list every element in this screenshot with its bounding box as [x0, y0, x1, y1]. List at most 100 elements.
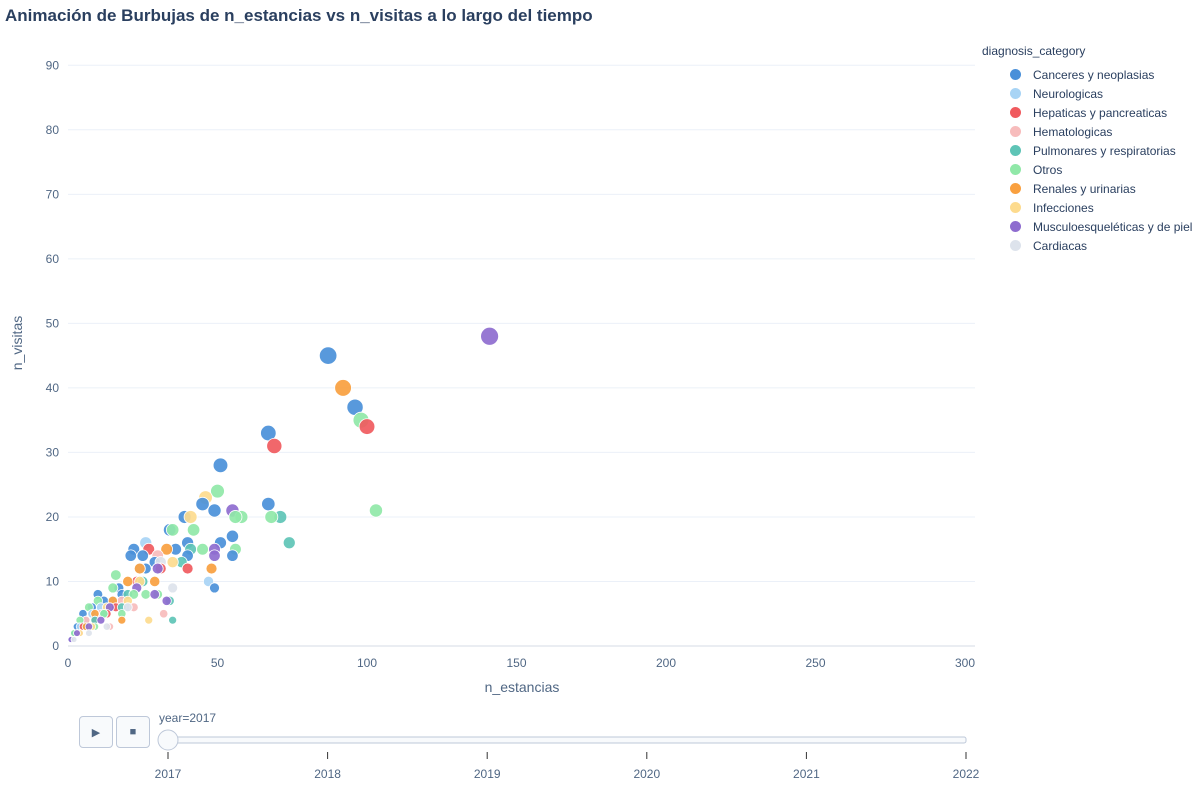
bubble-point[interactable] — [168, 615, 178, 625]
y-tick-label: 70 — [46, 187, 60, 201]
legend-item[interactable]: Hepaticas y pancreaticas — [982, 103, 1192, 122]
bubble-point[interactable] — [195, 496, 210, 512]
stop-button[interactable]: ■ — [116, 716, 150, 748]
legend-swatch — [1010, 164, 1021, 175]
bubble-point[interactable] — [102, 622, 112, 631]
x-tick-label: 250 — [805, 656, 825, 670]
slider-current-label: year=2017 — [159, 711, 216, 725]
legend: diagnosis_category Canceres y neoplasias… — [982, 44, 1192, 255]
bubble-point[interactable] — [334, 379, 352, 397]
bubble-point[interactable] — [165, 523, 180, 537]
bubble-point[interactable] — [368, 503, 383, 518]
bubble-point[interactable] — [73, 629, 81, 637]
bubble-point[interactable] — [107, 582, 119, 594]
x-tick-label: 0 — [65, 656, 72, 670]
bubble-point[interactable] — [122, 575, 134, 588]
slider-handle[interactable] — [157, 729, 179, 751]
bubble-point[interactable] — [186, 523, 201, 537]
bubble-point[interactable] — [183, 510, 198, 524]
legend-item[interactable]: Renales y urinarias — [982, 179, 1192, 198]
bubble-point[interactable] — [264, 510, 279, 524]
bubble-point[interactable] — [167, 582, 179, 594]
bubble-point[interactable] — [181, 562, 194, 575]
legend-label: Neurologicas — [1033, 86, 1104, 101]
legend-label: Musculoesqueléticas y de piel — [1033, 219, 1193, 234]
bubble-point[interactable] — [110, 569, 122, 581]
legend-item[interactable]: Canceres y neoplasias — [982, 65, 1192, 84]
legend-item[interactable]: Hematologicas — [982, 122, 1192, 141]
legend-item[interactable]: Infecciones — [982, 198, 1192, 217]
bubble-point[interactable] — [358, 418, 376, 435]
bubble-point[interactable] — [205, 562, 218, 575]
bubble-point[interactable] — [212, 457, 229, 474]
bubble-point[interactable] — [70, 636, 78, 643]
legend-swatch — [1010, 88, 1021, 99]
slider-rail[interactable] — [167, 736, 967, 744]
bubble-point[interactable] — [136, 549, 149, 562]
play-button[interactable]: ▶ — [79, 716, 113, 748]
y-tick-label: 40 — [46, 381, 60, 395]
bubble-point[interactable] — [208, 549, 221, 562]
bubble-point[interactable] — [161, 595, 172, 606]
bubble-point[interactable] — [207, 503, 222, 518]
bubble-point[interactable] — [128, 589, 140, 600]
bubble-point[interactable] — [226, 549, 239, 562]
bubble-point[interactable] — [209, 582, 220, 594]
slider-tick-label: 2019 — [474, 767, 501, 781]
year-slider[interactable]: 2017 2018 2019 2020 2021 2022 — [155, 729, 980, 781]
y-tick-label: 80 — [46, 123, 60, 137]
y-tick-label: 20 — [46, 510, 60, 524]
legend-item[interactable]: Otros — [982, 160, 1192, 179]
legend-item[interactable]: Musculoesqueléticas y de piel — [982, 217, 1192, 236]
y-tick-label: 30 — [46, 445, 60, 459]
play-icon: ▶ — [91, 726, 101, 739]
legend-item[interactable]: Cardiacas — [982, 236, 1192, 255]
bubble-point[interactable] — [133, 562, 146, 575]
bubble-point[interactable] — [160, 542, 173, 556]
bubble-point[interactable] — [122, 602, 133, 613]
bubble-point[interactable] — [266, 437, 283, 454]
legend-item[interactable]: Neurologicas — [982, 84, 1192, 103]
x-tick-label: 50 — [211, 656, 225, 670]
bubble-point[interactable] — [282, 536, 296, 550]
bubble-point[interactable] — [166, 556, 179, 569]
bubble-point[interactable] — [117, 615, 127, 625]
points-layer — [67, 326, 499, 643]
y-tick-label: 10 — [46, 574, 60, 588]
bubble-point[interactable] — [196, 542, 209, 556]
slider-current-year: 2017 — [189, 711, 217, 725]
legend-swatch — [1010, 202, 1021, 213]
legend-swatch — [1010, 126, 1021, 137]
bubble-point[interactable] — [96, 615, 106, 625]
bubble-point[interactable] — [228, 510, 243, 524]
legend-label: Hematologicas — [1033, 124, 1113, 139]
bubble-point[interactable] — [225, 529, 240, 543]
legend-label: Hepaticas y pancreaticas — [1033, 105, 1168, 120]
bubble-point[interactable] — [159, 609, 169, 619]
bubble-point[interactable] — [151, 562, 164, 575]
x-tick-label: 300 — [955, 656, 975, 670]
legend-swatch — [1010, 107, 1021, 118]
legend-label: Renales y urinarias — [1033, 181, 1136, 196]
bubble-point[interactable] — [124, 549, 137, 562]
bubble-point[interactable] — [149, 589, 160, 600]
x-tick-label: 200 — [656, 656, 676, 670]
bubble-point[interactable] — [144, 615, 154, 625]
legend-item[interactable]: Pulmonares y respiratorias — [982, 141, 1192, 160]
bubble-point[interactable] — [210, 483, 225, 499]
bubble-point[interactable] — [261, 496, 276, 512]
x-axis-title: n_estancias — [485, 679, 560, 695]
slider-tick-label: 2017 — [155, 767, 182, 781]
legend-label: Otros — [1033, 162, 1063, 177]
bubble-point[interactable] — [480, 326, 499, 346]
stop-icon: ■ — [129, 726, 137, 738]
y-tick-label: 0 — [52, 639, 59, 653]
x-tick-label: 150 — [506, 656, 526, 670]
bubble-point[interactable] — [318, 346, 338, 365]
bubble-point[interactable] — [149, 575, 161, 588]
y-tick-label: 60 — [46, 252, 60, 266]
legend-swatch — [1010, 69, 1021, 80]
bubble-point[interactable] — [140, 589, 152, 600]
bubble-point[interactable] — [85, 629, 93, 637]
